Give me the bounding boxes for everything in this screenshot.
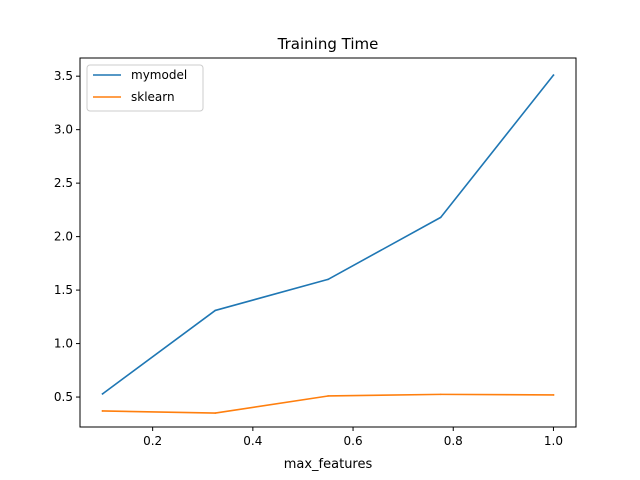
- y-tick-label: 1.5: [54, 283, 73, 297]
- x-tick-label: 0.8: [444, 434, 463, 448]
- data-point-mymodel: [101, 393, 104, 395]
- x-tick-label: 0.6: [344, 434, 363, 448]
- data-point-sklearn: [327, 395, 329, 397]
- legend-box: [86, 64, 204, 112]
- x-axis-ticks: 0.2 0.4 0.6 0.8 1.0: [143, 427, 563, 448]
- data-point-sklearn: [439, 393, 442, 396]
- series-line-sklearn: [101, 393, 555, 414]
- y-axis-ticks: 0.5 1.0 1.5 2.0 2.5 3.0 3.5: [54, 69, 80, 404]
- x-tick-label: 0.4: [243, 434, 262, 448]
- data-point-mymodel: [327, 278, 329, 281]
- legend-label-mymodel: mymodel: [131, 68, 187, 82]
- data-point-sklearn: [214, 412, 217, 414]
- data-point-mymodel: [552, 74, 555, 76]
- y-tick-label: 3.5: [54, 69, 73, 83]
- data-point-mymodel: [214, 309, 217, 312]
- y-tick-label: 2.0: [54, 230, 73, 244]
- data-point-sklearn: [552, 394, 555, 396]
- y-tick-label: 1.0: [54, 337, 73, 351]
- y-tick-label: 3.0: [54, 123, 73, 137]
- series-lines: [101, 73, 555, 414]
- y-tick-label: 2.5: [54, 176, 73, 190]
- x-tick-label: 0.2: [143, 434, 162, 448]
- data-point-sklearn: [101, 410, 104, 412]
- legend: mymodel sklearn: [86, 64, 204, 112]
- data-point-mymodel: [439, 216, 442, 219]
- legend-label-sklearn: sklearn: [131, 90, 175, 104]
- chart-title: Training Time: [277, 35, 379, 53]
- series-line-mymodel: [101, 73, 555, 395]
- x-tick-label: 1.0: [544, 434, 563, 448]
- x-axis-label: max_features: [284, 457, 373, 472]
- y-tick-label: 0.5: [54, 390, 73, 404]
- plot-area-frame: [79, 57, 577, 428]
